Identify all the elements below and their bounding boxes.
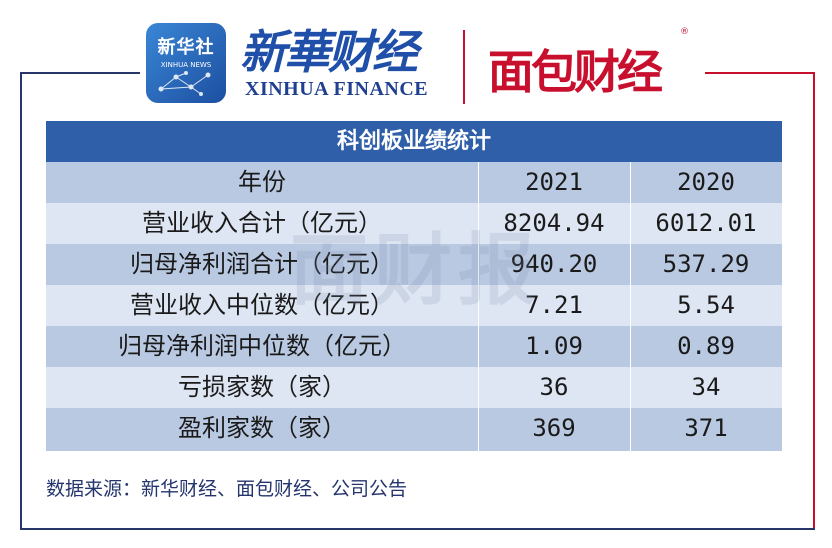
frame-left-line xyxy=(20,72,22,530)
registered-mark: ® xyxy=(680,27,689,37)
table-title: 科创板业绩统计 xyxy=(46,121,782,162)
xinhua-badge-en: XINHUA NEWS xyxy=(160,61,212,69)
table-header-row: 年份 2021 2020 xyxy=(46,162,782,203)
table-row: 营业收入中位数（亿元） 7.21 5.54 xyxy=(46,285,782,326)
column-divider-2 xyxy=(630,162,631,451)
row-value-2021: 940.20 xyxy=(510,250,598,278)
logo-divider xyxy=(463,30,465,104)
row-value-2020: 6012.01 xyxy=(655,209,757,237)
header-2021: 2021 xyxy=(525,168,583,196)
network-dots-icon xyxy=(158,71,211,96)
frame-top-left-line xyxy=(20,72,140,74)
row-value-2020: 34 xyxy=(691,373,721,401)
row-value-2021: 369 xyxy=(532,414,576,442)
row-value-2020: 5.54 xyxy=(677,291,735,319)
mianbao-finance-logo: 面包财经 xyxy=(488,45,663,99)
row-value-2020: 537.29 xyxy=(662,250,750,278)
data-source-note: 数据来源：新华财经、面包财经、公司公告 xyxy=(46,478,408,500)
performance-table: 科创板业绩统计 年份 2021 2020 营业收入合计（亿元） 8204.94 … xyxy=(46,121,782,451)
table-row: 营业收入合计（亿元） 8204.94 6012.01 xyxy=(46,203,782,244)
frame-top-right-line xyxy=(705,72,815,74)
table-row: 亏损家数（家） 36 34 xyxy=(46,367,782,408)
row-value-2020: 0.89 xyxy=(677,332,735,360)
row-label: 营业收入中位数（亿元） xyxy=(130,291,394,319)
header-2020: 2020 xyxy=(677,168,735,196)
xinhua-finance-en-logo: XINHUA FINANCE xyxy=(245,78,429,100)
xinhua-finance-cn-logo: 新華财经 xyxy=(240,25,418,79)
row-label: 归母净利润中位数（亿元） xyxy=(118,332,406,360)
column-divider-1 xyxy=(478,162,479,451)
row-label: 盈利家数（家） xyxy=(178,414,346,442)
row-label: 亏损家数（家） xyxy=(178,373,346,401)
row-value-2021: 36 xyxy=(539,373,569,401)
watermark-text: 面财报 xyxy=(290,226,543,316)
row-value-2020: 371 xyxy=(684,414,728,442)
frame-right-line xyxy=(813,72,815,530)
frame-bottom-line xyxy=(20,528,815,530)
table-row: 归母净利润合计（亿元） 940.20 537.29 xyxy=(46,244,782,285)
xinhua-badge-cn: 新华社 xyxy=(157,37,215,58)
xinhua-news-logo: 新华社 XINHUA NEWS xyxy=(146,23,226,103)
row-value-2021: 1.09 xyxy=(525,332,583,360)
row-value-2021: 7.21 xyxy=(525,291,583,319)
row-value-2021: 8204.94 xyxy=(503,209,605,237)
row-label: 营业收入合计（亿元） xyxy=(142,209,382,237)
table-row: 盈利家数（家） 369 371 xyxy=(46,408,782,451)
header-year-label: 年份 xyxy=(238,168,286,196)
table-row: 归母净利润中位数（亿元） 1.09 0.89 xyxy=(46,326,782,367)
row-label: 归母净利润合计（亿元） xyxy=(130,250,394,278)
